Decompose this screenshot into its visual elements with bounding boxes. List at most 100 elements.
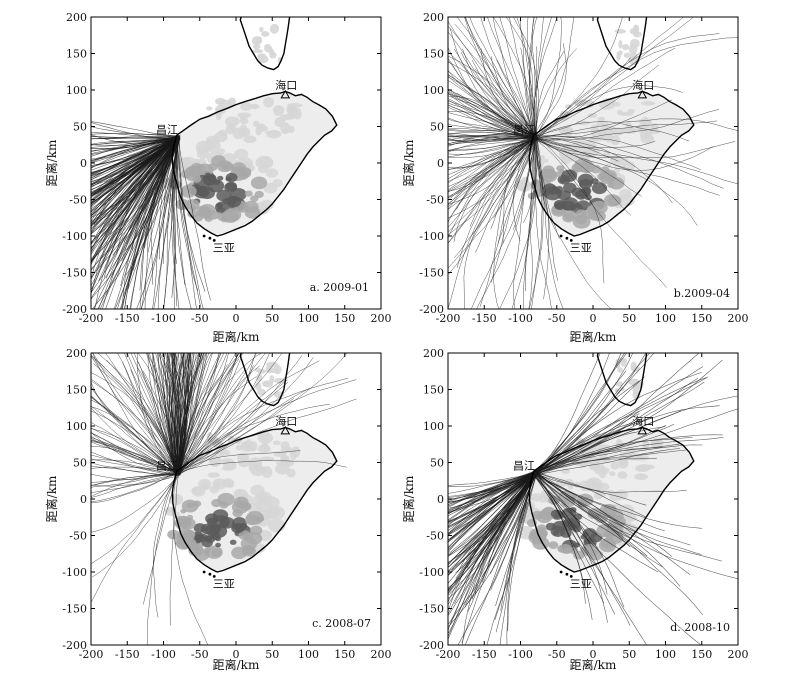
terrain-patch [241,167,252,175]
terrain-patch [577,173,594,187]
trajectory-line [178,353,202,472]
haikou-label: 海口 [275,414,297,428]
terrain-patch [548,172,557,179]
terrain-patch [548,541,559,549]
trajectory-line [499,17,535,138]
trajectory-line [448,473,538,589]
trajectory-line [91,474,181,487]
terrain-patch [214,97,226,105]
terrain-patch [610,461,620,470]
trajectory-line [448,136,534,219]
terrain-patch [562,182,577,194]
trajectory-line [448,473,537,594]
trajectory-line [534,138,698,226]
trajectory-line [91,432,179,473]
y-tick-label: -50 [426,530,444,543]
trajectory-line [448,134,534,145]
trajectory-line [492,17,535,140]
trajectory-line [448,124,534,140]
islet [212,574,216,578]
trajectory-line [481,474,538,583]
trajectory-line [125,137,179,276]
trajectory-line [91,459,177,473]
terrain-patch [208,143,216,150]
trajectory-line [176,353,239,474]
terrain-patch [640,101,656,106]
trajectory-line [448,128,537,137]
terrain-patch [207,163,218,171]
trajectory-line [91,137,178,256]
terrain-patch [239,124,248,136]
trajectory-line [448,474,534,592]
terrain-patch [265,168,279,178]
trajectory-line [91,135,179,201]
trajectory-line [536,449,686,474]
islet [569,238,573,242]
trajectory-line [475,135,535,253]
terrain-patch [620,358,627,367]
panel-b: -200-200 -150 -150 -100 -100 -50 -50 0 0 50 50 100 1… [401,11,749,344]
trajectory-line [167,353,177,472]
trajectory-line [139,135,178,309]
terrain-patch [257,388,266,396]
terrain-patch [261,440,269,452]
trajectory-line [91,139,180,233]
y-tick-label: 100 [66,420,87,433]
trajectory-line [91,138,179,163]
terrain-patch [618,111,634,116]
terrain-patch [259,456,275,461]
trajectory-line [448,471,535,525]
terrain-patch [193,523,207,533]
trajectory-line [91,378,180,473]
terrain-patch [590,458,600,468]
y-tick-label: 200 [66,347,87,360]
trajectory-line [535,424,675,475]
terrain-patch [588,549,603,561]
haikou-label: 海口 [632,414,654,428]
y-tick-label: 0 [80,157,87,170]
x-tick-label: 0 [590,312,597,325]
terrain-patch [266,130,282,139]
trajectory-line [536,448,680,476]
terrain-patch [257,432,274,444]
terrain-patch [209,455,222,468]
trajectory-line [144,136,179,249]
trajectory-line [533,408,738,472]
terrain-patch [237,452,250,463]
trajectory-line [454,48,535,139]
trajectory-line [448,475,536,536]
trajectory-line [91,136,177,217]
trajectory-line [91,135,177,195]
terrain-patch [189,205,197,212]
terrain-patch [255,381,262,391]
trajectory-line [176,353,190,474]
terrain-patch [563,547,572,554]
terrain-patch [180,508,187,514]
trajectory-line [173,135,180,309]
trajectory-line [479,138,535,307]
trajectory-line [533,443,680,472]
trajectory-line [97,353,177,472]
trajectory-line [91,135,179,160]
trajectory-line [528,17,538,140]
trajectory-line [91,432,179,476]
trajectory-line [513,17,540,139]
trajectory-line [91,137,177,197]
sanya-label: 三亚 [570,241,592,254]
x-tick-label: -100 [508,312,533,325]
trajectory-line [176,353,239,473]
y-axis-label: 距离/km [401,139,416,186]
trajectory-line [448,471,534,590]
x-tick-label: 50 [622,648,636,661]
trajectory-line [91,138,180,243]
terrain-patch [575,214,588,225]
trajectory-line [91,126,177,138]
trajectory-line [91,135,179,164]
y-tick-label: -150 [419,267,444,280]
trajectory-line [175,357,314,474]
trajectory-line [91,471,178,497]
trajectory-line [177,353,242,475]
y-tick-label: 150 [423,384,444,397]
trajectory-line [535,138,621,159]
trajectory-line [91,355,177,474]
